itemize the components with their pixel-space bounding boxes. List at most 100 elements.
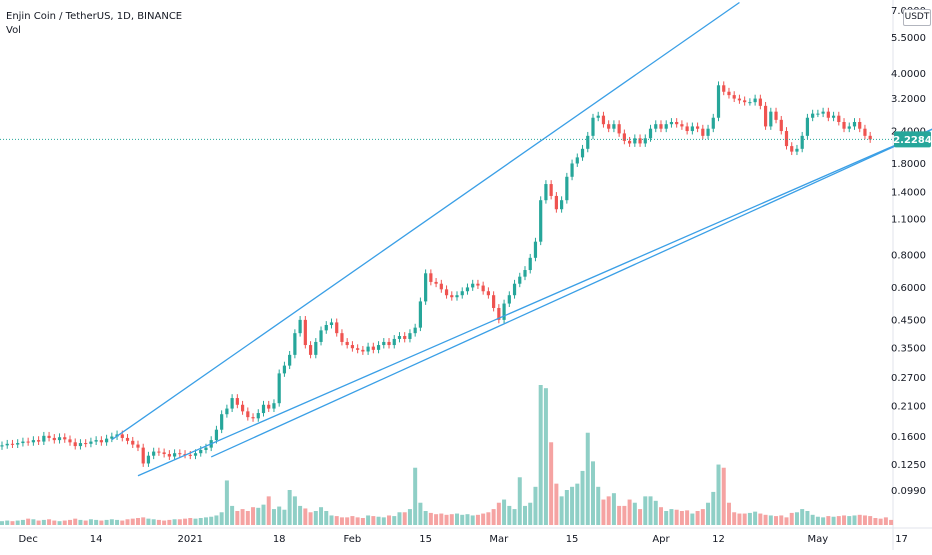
candle-body: [648, 128, 653, 139]
volume-bar: [177, 519, 182, 525]
volume-bar: [564, 490, 569, 525]
x-tick-label: 17: [895, 534, 908, 545]
volume-bar: [371, 516, 376, 525]
candle-body: [612, 124, 616, 129]
volume-bar: [266, 496, 271, 525]
candle-body: [758, 98, 762, 106]
candle-body: [204, 447, 208, 450]
volume-bar: [836, 516, 841, 525]
candle-body: [220, 414, 224, 430]
trend-line: [137, 128, 932, 477]
volume-bar: [643, 496, 648, 525]
volume-bar: [230, 505, 235, 525]
volume-bar: [491, 509, 496, 525]
volume-bar: [282, 509, 287, 525]
volume-bar: [805, 511, 810, 525]
candle-body: [748, 102, 752, 104]
candle-body: [847, 126, 851, 129]
volume-bar: [94, 519, 99, 525]
candle-body: [308, 345, 313, 355]
volume-bar: [857, 514, 862, 525]
volume-bar: [784, 517, 789, 525]
volume-bar: [120, 520, 125, 525]
candle-body: [549, 184, 553, 196]
candle-body: [261, 404, 266, 414]
candle-body: [622, 133, 626, 141]
volume-bar: [779, 515, 784, 525]
volume-bar: [716, 464, 721, 525]
volume-bar: [528, 502, 533, 525]
candle-body: [434, 281, 438, 284]
y-tick-label: 1.8000: [891, 159, 926, 170]
volume-bar: [821, 517, 826, 525]
volume-bar: [439, 513, 444, 525]
volume-bar: [658, 507, 663, 525]
volume-bar: [721, 467, 726, 525]
candle-body: [225, 408, 229, 415]
volume-bar: [758, 513, 763, 525]
candle-body: [863, 128, 867, 136]
volume-bar: [381, 517, 386, 525]
volume-bar: [67, 519, 72, 525]
candle-body: [831, 115, 836, 118]
candle-body: [654, 124, 658, 129]
volume-bar: [52, 520, 57, 525]
volume-bar: [444, 514, 449, 525]
y-tick-label: 4.0000: [891, 69, 926, 80]
volume-bar: [611, 493, 616, 525]
candle-body: [340, 333, 344, 342]
volume-bar: [638, 509, 643, 525]
volume-bar: [763, 514, 768, 525]
candle-body: [821, 111, 825, 114]
candle-body: [502, 303, 506, 320]
candle-body: [695, 126, 700, 129]
volume-bar: [523, 505, 527, 525]
volume-bar: [162, 520, 167, 525]
y-tick-label: 0.3500: [891, 344, 926, 355]
volume-bar: [334, 516, 339, 525]
candle-body: [125, 437, 130, 441]
candle-body: [246, 411, 250, 418]
candle-body: [403, 336, 407, 339]
volume-bar: [397, 512, 402, 525]
volume-bar: [298, 505, 303, 525]
candle-body: [784, 131, 789, 147]
volume-bar: [109, 519, 114, 525]
candle-body: [711, 117, 715, 129]
candle-body: [84, 443, 88, 445]
volume-bar: [188, 518, 193, 525]
volume-bar: [271, 509, 276, 525]
candle-body: [73, 442, 77, 447]
volume-bar: [753, 511, 758, 525]
volume-bar: [130, 518, 135, 525]
volume-indicator-label[interactable]: Vol: [6, 25, 21, 36]
candle-body: [826, 111, 830, 118]
candle-body: [31, 440, 35, 443]
candle-body: [282, 365, 287, 374]
candle-body: [795, 148, 799, 152]
candle-body: [361, 349, 365, 352]
candle-body: [230, 398, 234, 409]
candle-body: [560, 200, 564, 210]
candle-body: [167, 454, 171, 457]
candle-body: [157, 451, 161, 453]
y-tick-label: 0.2100: [891, 401, 926, 412]
candle-body: [94, 440, 98, 442]
volume-bar: [815, 516, 820, 525]
candle-body: [492, 295, 496, 308]
volume-bar: [889, 519, 894, 525]
volume-bar: [313, 511, 318, 525]
volume-bar: [292, 496, 297, 525]
candle-body: [580, 148, 585, 158]
volume-bar: [570, 486, 575, 525]
candle-body: [528, 257, 532, 271]
volume-bar: [407, 509, 412, 525]
candle-body: [267, 404, 271, 409]
candle-body: [314, 341, 318, 355]
candle-body: [727, 91, 731, 96]
volume-bar: [774, 516, 779, 525]
volume-bar: [392, 516, 397, 525]
volume-bar: [219, 512, 224, 525]
